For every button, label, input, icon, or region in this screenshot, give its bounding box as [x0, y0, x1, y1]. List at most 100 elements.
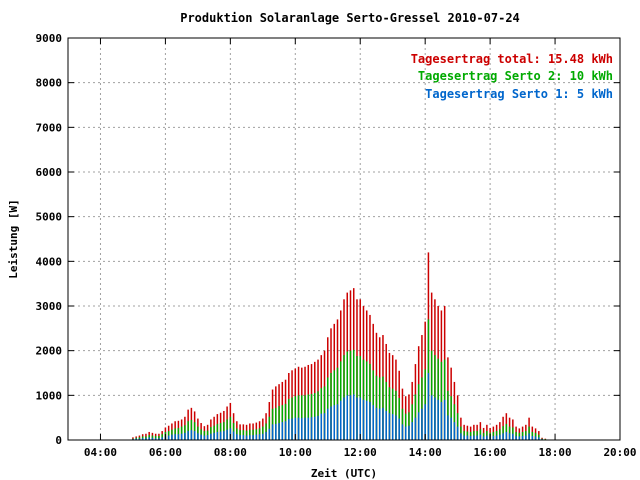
bar-serto-2	[440, 361, 443, 440]
bar-serto-2	[193, 422, 196, 440]
bar-serto-1	[307, 417, 310, 440]
bar-serto-1	[151, 437, 154, 440]
bar-serto-1	[515, 435, 517, 440]
y-tick-label: 0	[55, 434, 62, 447]
bar-serto-2	[469, 431, 472, 440]
bar-serto-1	[349, 395, 352, 440]
bar-serto-1	[404, 426, 407, 440]
bar-serto-1	[427, 373, 430, 440]
bar-serto-1	[369, 402, 371, 440]
bar-serto-1	[278, 423, 280, 440]
bar-serto-1	[408, 425, 410, 440]
bar-serto-2	[430, 350, 433, 440]
legend-total: Tagesertrag total: 15.48 kWh	[411, 52, 613, 66]
bar-serto-1	[281, 422, 284, 440]
bar-serto-1	[421, 408, 423, 440]
bar-serto-1	[197, 433, 199, 440]
x-tick-label: 18:00	[538, 446, 571, 459]
bar-serto-2	[531, 431, 534, 440]
bar-serto-2	[502, 426, 504, 440]
bar-serto-1	[167, 435, 170, 440]
bar-serto-1	[343, 397, 345, 440]
bar-serto-1	[359, 397, 361, 440]
x-axis-label: Zeit (UTC)	[311, 467, 377, 480]
bar-serto-1	[378, 408, 381, 440]
bar-serto-1	[213, 432, 215, 440]
bar-serto-2	[180, 426, 183, 440]
bar-serto-1	[245, 435, 248, 440]
bar-serto-1	[508, 433, 511, 440]
bar-serto-2	[262, 426, 264, 440]
bar-serto-2	[265, 423, 267, 440]
legend-serto-1: Tagesertrag Serto 1: 5 kWh	[425, 87, 613, 101]
bar-serto-1	[226, 429, 228, 440]
bar-serto-1	[453, 422, 456, 440]
bar-serto-1	[437, 399, 439, 440]
bar-serto-2	[492, 431, 495, 440]
y-tick-label: 5000	[36, 211, 63, 224]
bar-serto-1	[450, 417, 452, 440]
bar-serto-1	[388, 413, 391, 440]
bar-serto-2	[145, 436, 147, 440]
bar-serto-2	[521, 431, 524, 440]
bar-serto-1	[135, 438, 137, 440]
bar-serto-1	[382, 407, 384, 440]
y-tick-label: 8000	[36, 77, 63, 90]
bar-serto-1	[249, 435, 251, 440]
bar-serto-1	[411, 422, 413, 440]
bar-serto-1	[138, 438, 141, 440]
x-tick-label: 10:00	[279, 446, 312, 459]
bar-serto-2	[268, 416, 271, 440]
y-axis-label: Leistung [W]	[7, 199, 20, 278]
bar-serto-1	[518, 436, 521, 440]
bar-serto-1	[148, 437, 150, 440]
bar-serto-1	[528, 433, 530, 440]
bar-serto-1	[258, 434, 261, 440]
bar-serto-1	[495, 435, 498, 440]
bar-serto-1	[482, 436, 485, 440]
x-axis-ticks: 04:00 06:00 08:00 10:00 12:00 14:00 16:00 18:00…	[84, 38, 637, 459]
bar-serto-1	[252, 435, 254, 440]
bar-serto-1	[356, 397, 358, 440]
bar-serto-1	[440, 402, 443, 440]
bar-serto-1	[476, 435, 478, 440]
bar-serto-1	[336, 404, 339, 440]
bar-serto-1	[284, 421, 287, 440]
bar-serto-1	[216, 431, 219, 440]
bar-serto-1	[174, 434, 176, 440]
bar-serto-1	[395, 415, 397, 440]
bar-serto-1	[531, 435, 534, 440]
bar-serto-1	[294, 417, 297, 440]
bar-serto-1	[158, 438, 160, 440]
bar-serto-1	[314, 416, 316, 440]
bar-serto-1	[262, 433, 264, 440]
bar-serto-2	[434, 355, 436, 440]
bar-serto-1	[333, 405, 336, 440]
bar-serto-1	[486, 435, 488, 440]
bar-serto-1	[346, 395, 348, 440]
bar-serto-1	[317, 415, 319, 440]
bar-serto-1	[434, 397, 436, 440]
bar-serto-1	[417, 412, 420, 440]
bar-serto-1	[538, 437, 540, 440]
bar-serto-1	[372, 405, 374, 440]
bar-serto-1	[145, 438, 147, 440]
bar-serto-1	[223, 431, 225, 440]
x-tick-label: 06:00	[149, 446, 182, 459]
bar-serto-2	[184, 425, 186, 440]
y-tick-label: 9000	[36, 32, 63, 45]
bar-serto-1	[466, 435, 469, 440]
y-tick-label: 2000	[36, 345, 63, 358]
y-tick-label: 3000	[36, 300, 63, 313]
bar-serto-2	[417, 384, 420, 440]
bar-serto-2	[252, 429, 254, 440]
bar-serto-2	[515, 431, 517, 440]
chart-bars	[132, 252, 547, 440]
bar-serto-2	[310, 393, 313, 440]
bar-serto-2	[154, 435, 157, 440]
bar-serto-1	[323, 413, 326, 440]
plot-frame	[67, 37, 621, 441]
bar-serto-1	[268, 428, 271, 440]
bar-serto-1	[521, 435, 524, 440]
bar-serto-2	[210, 427, 212, 440]
